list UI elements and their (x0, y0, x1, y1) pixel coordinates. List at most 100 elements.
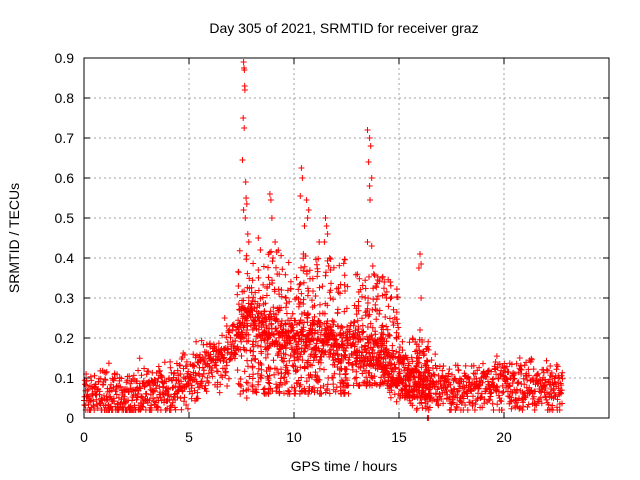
y-tick-label: 0.4 (55, 250, 75, 266)
data-point (330, 296, 337, 303)
data-point (492, 359, 499, 365)
data-point (296, 281, 303, 288)
data-point (237, 381, 243, 388)
data-point (155, 375, 162, 382)
data-point (372, 380, 378, 387)
data-point (205, 379, 212, 386)
data-point (141, 365, 148, 372)
data-point (299, 332, 305, 339)
data-point (309, 317, 316, 324)
data-point (316, 365, 323, 372)
data-point (282, 329, 289, 336)
data-point (499, 382, 506, 389)
data-point (520, 403, 527, 410)
data-point (329, 343, 336, 350)
data-point (372, 306, 379, 313)
data-point (265, 264, 271, 271)
data-point (431, 371, 438, 378)
data-point (121, 393, 128, 400)
data-point (357, 286, 364, 293)
data-point (454, 401, 460, 408)
data-point (298, 165, 305, 171)
data-point (433, 365, 440, 372)
data-point (455, 367, 462, 374)
data-point (331, 370, 338, 377)
data-point (438, 396, 445, 402)
data-point (265, 345, 272, 351)
data-point (342, 366, 349, 373)
data-point (179, 388, 186, 395)
data-point (381, 378, 388, 385)
data-point (528, 356, 535, 363)
data-point (416, 369, 423, 376)
data-point (346, 328, 353, 335)
data-point (325, 351, 332, 358)
data-point (249, 382, 256, 389)
data-point (379, 275, 386, 281)
data-point (273, 325, 279, 332)
data-point (303, 268, 310, 275)
data-point (211, 344, 218, 351)
data-point (369, 306, 376, 313)
data-point (111, 398, 118, 405)
data-point (273, 384, 280, 391)
data-point (237, 346, 244, 353)
data-point (359, 322, 366, 329)
data-point (265, 251, 272, 258)
data-point (273, 311, 279, 318)
data-point (378, 344, 385, 351)
data-point (366, 273, 372, 280)
data-point (213, 362, 220, 369)
data-point (265, 335, 271, 342)
data-point (558, 387, 565, 394)
data-point (243, 395, 250, 401)
data-point (368, 175, 375, 181)
data-point (341, 308, 348, 315)
data-point (261, 390, 267, 397)
data-point (271, 332, 278, 338)
data-point (204, 374, 211, 381)
data-point (297, 364, 304, 371)
data-point (289, 310, 296, 317)
data-point (171, 369, 178, 376)
data-point (201, 357, 208, 363)
data-point (282, 344, 289, 351)
data-point (418, 364, 425, 371)
data-point (342, 288, 348, 294)
data-point (443, 388, 450, 395)
data-point (292, 296, 299, 303)
data-point (175, 377, 182, 384)
data-point (430, 396, 437, 403)
data-point (414, 350, 421, 357)
data-point (301, 309, 308, 316)
data-point (380, 334, 387, 341)
data-point (396, 359, 403, 366)
data-point (91, 407, 98, 413)
data-point (223, 323, 230, 329)
data-point (146, 397, 153, 404)
data-point (393, 398, 400, 405)
data-point (534, 380, 541, 387)
data-point (540, 369, 547, 376)
data-point (414, 405, 421, 412)
data-point (545, 401, 552, 408)
data-point (327, 323, 334, 330)
data-point (298, 338, 305, 345)
data-point (268, 215, 275, 221)
data-point (402, 364, 408, 371)
data-point (237, 333, 244, 340)
data-point (331, 361, 338, 368)
data-point (292, 367, 299, 374)
data-point (341, 352, 348, 359)
data-point (446, 366, 453, 373)
data-point (214, 368, 221, 375)
data-point (494, 401, 501, 408)
data-series-srmtid (81, 59, 566, 421)
data-point (257, 247, 264, 253)
data-point (418, 261, 425, 267)
data-point (365, 159, 372, 165)
data-point (395, 324, 402, 331)
data-point (424, 374, 431, 380)
data-point (366, 183, 373, 189)
